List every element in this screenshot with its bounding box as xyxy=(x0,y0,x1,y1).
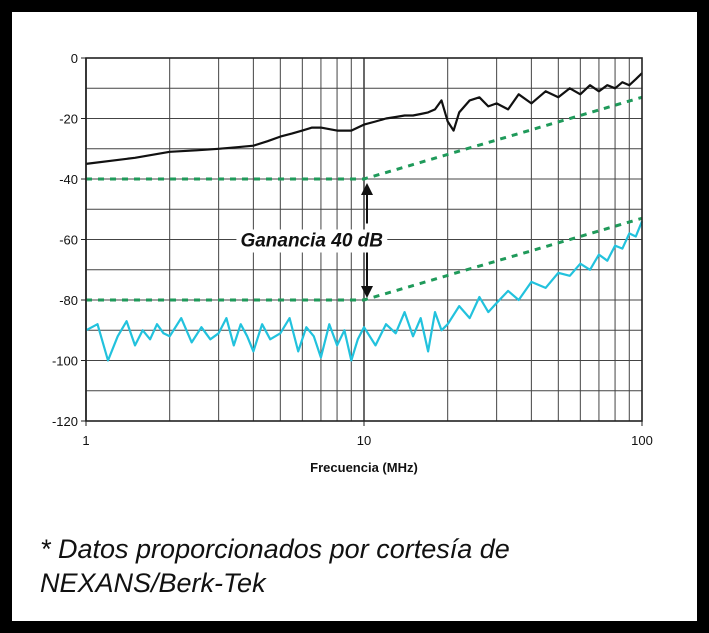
x-axis-title: Frecuencia (MHz) xyxy=(310,460,418,475)
y-tick-label: -60 xyxy=(59,233,78,248)
annotation-layer: Ganancia 40 dB xyxy=(236,183,388,298)
axes-layer: 0 -20 -40 -60 -80 -100 -120 1 10 100 xyxy=(52,51,653,448)
series-line-1 xyxy=(85,72,643,165)
series-layer xyxy=(85,72,644,362)
x-tick-label: 1 xyxy=(82,433,89,448)
y-tick-label: -100 xyxy=(52,354,78,369)
y-tick-label: -20 xyxy=(59,112,78,127)
x-tick-label: 10 xyxy=(357,433,371,448)
series-line-2 xyxy=(85,220,644,362)
series-line-3 xyxy=(86,95,643,181)
x-tick-label: 100 xyxy=(631,433,653,448)
footnote-line-2: NEXANS/Berk-Tek xyxy=(40,568,266,598)
y-tick-label: -40 xyxy=(59,172,78,187)
y-tick-label: -80 xyxy=(59,293,78,308)
annotation-label: Ganancia 40 dB xyxy=(240,231,383,252)
y-tick-label: -120 xyxy=(52,414,78,429)
footnote: * Datos proporcionados por cortesía de N… xyxy=(40,532,680,600)
y-tick-label: 0 xyxy=(71,51,78,66)
annotation-label-background xyxy=(236,229,388,253)
annotation-arrowhead-down xyxy=(361,286,373,298)
footnote-line-1: * Datos proporcionados por cortesía de xyxy=(40,534,510,564)
series-line-4 xyxy=(86,216,643,302)
annotation-arrowhead-up xyxy=(361,183,373,195)
